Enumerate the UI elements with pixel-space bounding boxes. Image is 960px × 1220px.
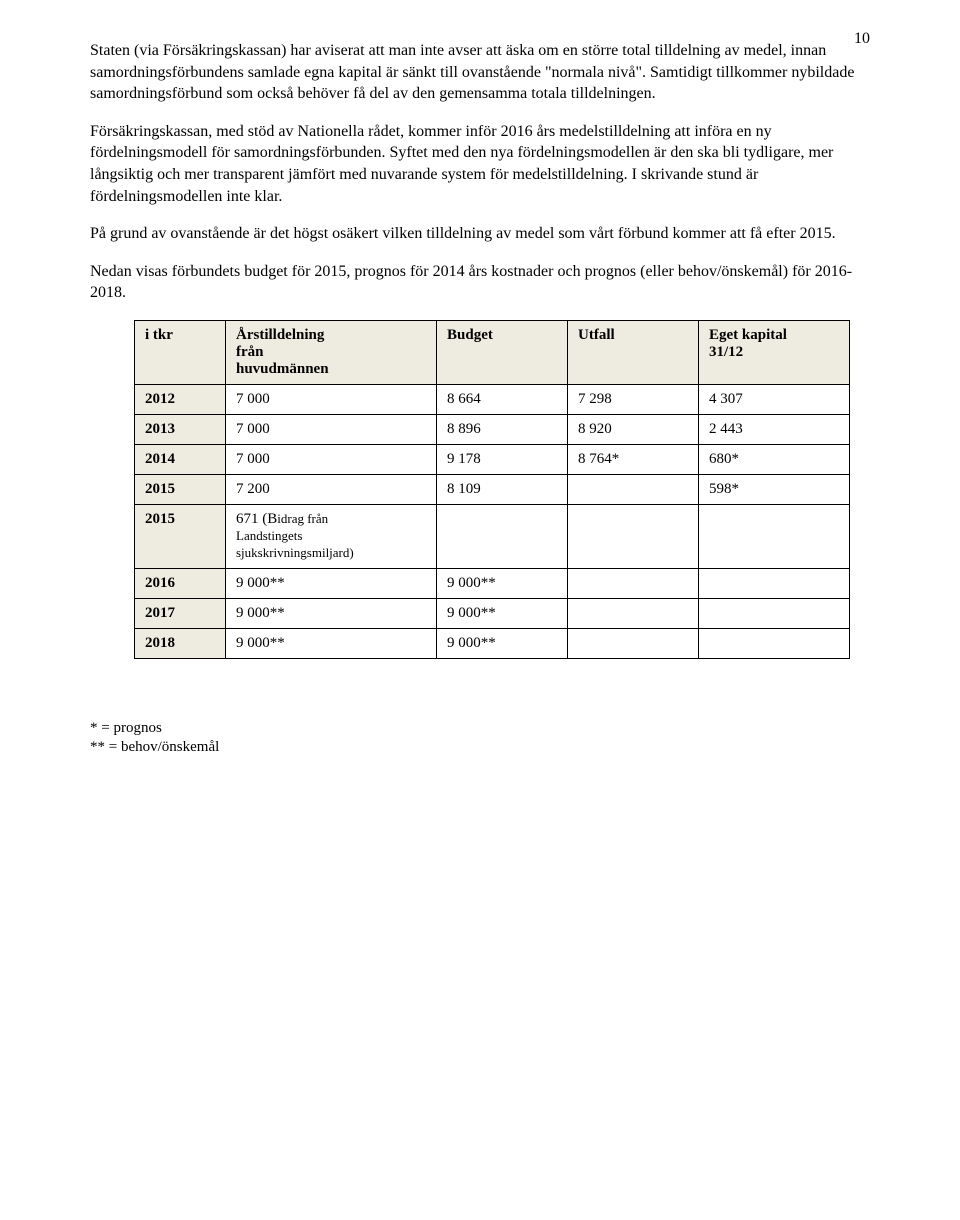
cell-utfall — [568, 504, 699, 568]
cell-year: 2013 — [135, 414, 226, 444]
th-line: huvudmännen — [236, 361, 329, 377]
th-eget-kapital: Eget kapital 31/12 — [699, 320, 850, 384]
cell-budget: 9 000** — [437, 568, 568, 598]
cell-utfall: 8 764* — [568, 444, 699, 474]
table-row: 2012 7 000 8 664 7 298 4 307 — [135, 384, 850, 414]
th-line: 31/12 — [709, 344, 743, 360]
th-i-tkr: i tkr — [135, 320, 226, 384]
cell-budget: 8 109 — [437, 474, 568, 504]
cell-alloc: 671 (Bidrag från Landstingets sjukskrivn… — [226, 504, 437, 568]
cell-budget: 9 178 — [437, 444, 568, 474]
cell-year: 2018 — [135, 628, 226, 658]
cell-year: 2016 — [135, 568, 226, 598]
cell-eget: 4 307 — [699, 384, 850, 414]
cell-eget — [699, 598, 850, 628]
cell-utfall — [568, 598, 699, 628]
budget-table-wrap: i tkr Årstilldelning från huvudmännen Bu… — [134, 320, 870, 659]
cell-year: 2017 — [135, 598, 226, 628]
budget-table: i tkr Årstilldelning från huvudmännen Bu… — [134, 320, 850, 659]
cell-budget: 8 896 — [437, 414, 568, 444]
cell-alloc-sub: sjukskrivningsmiljard) — [236, 545, 354, 560]
cell-alloc-sub: Landstingets — [236, 528, 302, 543]
paragraph-3: På grund av ovanstående är det högst osä… — [90, 223, 870, 245]
cell-alloc: 9 000** — [226, 628, 437, 658]
th-line: Eget kapital — [709, 327, 787, 343]
cell-utfall — [568, 628, 699, 658]
cell-eget — [699, 568, 850, 598]
cell-budget: 8 664 — [437, 384, 568, 414]
th-utfall: Utfall — [568, 320, 699, 384]
cell-budget: 9 000** — [437, 598, 568, 628]
page: 10 Staten (via Försäkringskassan) har av… — [0, 0, 960, 1220]
cell-budget: 9 000** — [437, 628, 568, 658]
th-budget: Budget — [437, 320, 568, 384]
cell-alloc: 9 000** — [226, 598, 437, 628]
footnote-behov: ** = behov/önskemål — [90, 738, 870, 758]
paragraph-1: Staten (via Försäkringskassan) har avise… — [90, 40, 870, 105]
paragraph-2: Försäkringskassan, med stöd av Nationell… — [90, 121, 870, 207]
footnote-prognos: * = prognos — [90, 719, 870, 739]
cell-eget — [699, 504, 850, 568]
page-number: 10 — [854, 30, 870, 48]
table-header-row: i tkr Årstilldelning från huvudmännen Bu… — [135, 320, 850, 384]
footnotes: * = prognos ** = behov/önskemål — [90, 719, 870, 758]
table-row: 2014 7 000 9 178 8 764* 680* — [135, 444, 850, 474]
cell-alloc: 9 000** — [226, 568, 437, 598]
table-row: 2016 9 000** 9 000** — [135, 568, 850, 598]
cell-alloc-main: 671 (B — [236, 511, 277, 527]
cell-eget: 2 443 — [699, 414, 850, 444]
cell-year: 2014 — [135, 444, 226, 474]
cell-year: 2015 — [135, 504, 226, 568]
cell-utfall: 8 920 — [568, 414, 699, 444]
cell-utfall: 7 298 — [568, 384, 699, 414]
cell-year: 2012 — [135, 384, 226, 414]
cell-utfall — [568, 568, 699, 598]
table-row: 2013 7 000 8 896 8 920 2 443 — [135, 414, 850, 444]
cell-alloc-sub: idrag från — [277, 511, 328, 526]
cell-alloc: 7 000 — [226, 414, 437, 444]
cell-budget — [437, 504, 568, 568]
table-row: 2015 671 (Bidrag från Landstingets sjuks… — [135, 504, 850, 568]
paragraph-4: Nedan visas förbundets budget för 2015, … — [90, 261, 870, 304]
cell-year: 2015 — [135, 474, 226, 504]
table-row: 2017 9 000** 9 000** — [135, 598, 850, 628]
th-line: från — [236, 344, 264, 360]
cell-eget: 680* — [699, 444, 850, 474]
cell-alloc: 7 200 — [226, 474, 437, 504]
cell-utfall — [568, 474, 699, 504]
table-row: 2015 7 200 8 109 598* — [135, 474, 850, 504]
th-arstilldelning: Årstilldelning från huvudmännen — [226, 320, 437, 384]
table-row: 2018 9 000** 9 000** — [135, 628, 850, 658]
cell-alloc: 7 000 — [226, 384, 437, 414]
cell-eget — [699, 628, 850, 658]
cell-eget: 598* — [699, 474, 850, 504]
th-line: Årstilldelning — [236, 327, 324, 343]
cell-alloc: 7 000 — [226, 444, 437, 474]
